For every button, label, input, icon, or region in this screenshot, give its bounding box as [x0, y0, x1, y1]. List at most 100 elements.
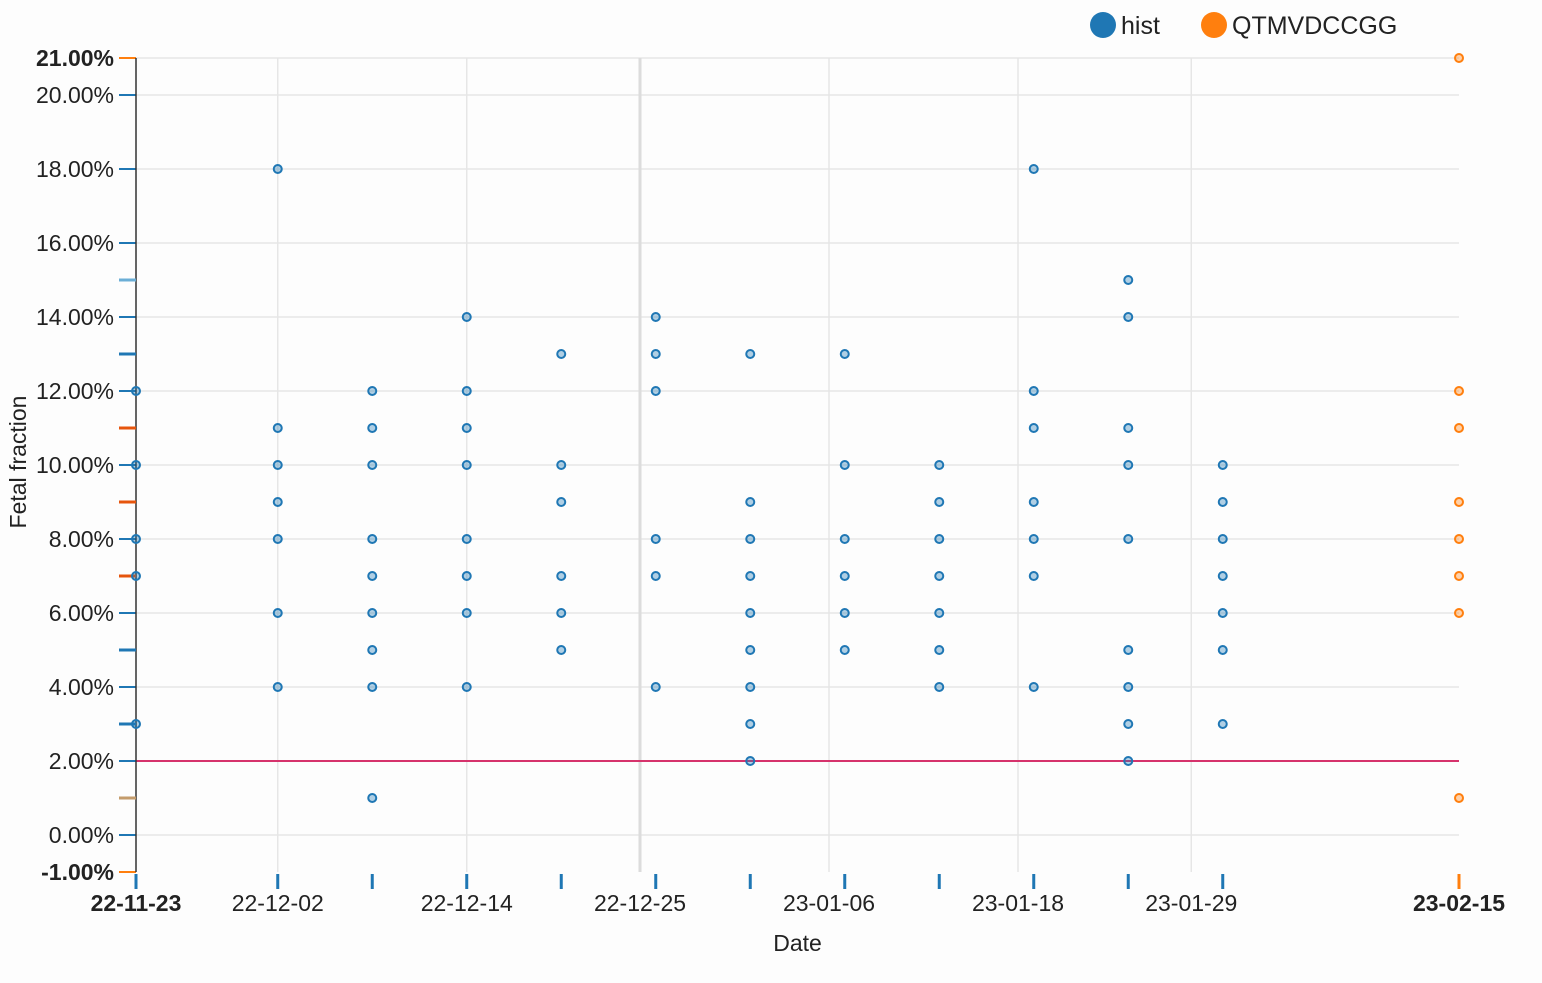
- data-point: [934, 571, 945, 581]
- y-tick-label: 21.00%: [36, 45, 114, 71]
- data-point: [367, 793, 378, 803]
- data-point: [131, 719, 141, 729]
- y-axis-title: Fetal fraction: [5, 396, 31, 529]
- grid-layer: [136, 57, 1459, 872]
- legend-item[interactable]: hist: [1090, 12, 1160, 40]
- x-tick-label: 22-12-14: [421, 890, 513, 916]
- data-point: [934, 497, 945, 507]
- data-point: [650, 534, 661, 544]
- y-tick-label: 0.00%: [49, 822, 114, 848]
- data-point: [745, 534, 756, 544]
- data-point: [367, 682, 378, 692]
- data-point: [1028, 534, 1039, 544]
- data-point: [1028, 423, 1039, 433]
- data-point: [367, 386, 378, 396]
- x-tick-label: 22-11-23: [91, 890, 182, 916]
- data-point: [934, 645, 945, 655]
- y-tick-label: 20.00%: [36, 82, 114, 108]
- data-point: [1454, 793, 1464, 803]
- data-point: [367, 571, 378, 581]
- data-point: [556, 571, 567, 581]
- data-point: [650, 349, 661, 359]
- y-tick-label: -1.00%: [41, 859, 114, 885]
- y-tick-label: 6.00%: [49, 600, 114, 626]
- data-point: [1123, 460, 1134, 470]
- data-point: [650, 571, 661, 581]
- data-point: [1123, 645, 1134, 655]
- data-point: [461, 460, 472, 470]
- data-point: [1028, 386, 1039, 396]
- data-point: [272, 460, 283, 470]
- data-point: [461, 312, 472, 322]
- x-tick-label: 23-01-06: [783, 890, 875, 916]
- data-point: [272, 423, 283, 433]
- data-point: [131, 386, 141, 396]
- data-point: [1028, 571, 1039, 581]
- data-point: [461, 386, 472, 396]
- data-point: [839, 460, 850, 470]
- data-point: [1123, 423, 1134, 433]
- y-tick-label: 8.00%: [49, 526, 114, 552]
- data-point: [461, 608, 472, 618]
- x-tick-label: 22-12-02: [232, 890, 324, 916]
- data-point: [272, 608, 283, 618]
- data-point: [1123, 275, 1134, 285]
- data-point: [1123, 756, 1134, 766]
- data-point: [1028, 497, 1039, 507]
- data-point: [745, 645, 756, 655]
- data-point: [1123, 719, 1134, 729]
- points-layer: [131, 53, 1464, 803]
- data-point: [131, 460, 141, 470]
- data-point: [934, 682, 945, 692]
- data-point: [839, 534, 850, 544]
- data-point: [839, 645, 850, 655]
- data-point: [745, 497, 756, 507]
- data-point: [131, 534, 141, 544]
- x-tick-label: 23-01-29: [1145, 890, 1237, 916]
- data-point: [839, 349, 850, 359]
- data-point: [556, 645, 567, 655]
- data-point: [1217, 460, 1228, 470]
- y-tick-label: 14.00%: [36, 304, 114, 330]
- legend-label: QTMVDCCGG: [1232, 12, 1397, 40]
- data-point: [745, 349, 756, 359]
- legend[interactable]: hist QTMVDCCGG: [1090, 12, 1397, 40]
- data-point: [1454, 534, 1464, 544]
- data-point: [1028, 164, 1039, 174]
- data-point: [461, 534, 472, 544]
- data-point: [934, 534, 945, 544]
- data-point: [1454, 423, 1464, 433]
- data-point: [272, 682, 283, 692]
- y-tick-label: 16.00%: [36, 230, 114, 256]
- data-point: [367, 645, 378, 655]
- data-point: [1217, 645, 1228, 655]
- data-point: [745, 719, 756, 729]
- legend-swatch: [1201, 12, 1227, 38]
- y-tick-label: 18.00%: [36, 156, 114, 182]
- data-point: [556, 497, 567, 507]
- x-tick-label: 22-12-25: [594, 890, 686, 916]
- data-point: [367, 608, 378, 618]
- legend-label: hist: [1121, 12, 1160, 40]
- data-point: [934, 460, 945, 470]
- x-tick-label: 23-01-18: [972, 890, 1064, 916]
- data-point: [650, 312, 661, 322]
- data-point: [556, 349, 567, 359]
- legend-item[interactable]: QTMVDCCGG: [1201, 12, 1397, 40]
- data-point: [1217, 571, 1228, 581]
- data-point: [650, 682, 661, 692]
- data-point: [367, 460, 378, 470]
- x-tick-label: 23-02-15: [1413, 890, 1505, 916]
- data-point: [1123, 682, 1134, 692]
- legend-swatch: [1090, 12, 1116, 38]
- data-point: [461, 571, 472, 581]
- y-tick-label: 10.00%: [36, 452, 114, 478]
- y-tick-label: 2.00%: [49, 748, 114, 774]
- axis-layer: 21.00% 20.00% 18.00% 16.00% 14.00% 12.00% 10.0…: [36, 45, 1505, 916]
- data-point: [745, 756, 756, 766]
- data-point: [1454, 608, 1464, 618]
- data-point: [272, 164, 283, 174]
- data-point: [1454, 497, 1464, 507]
